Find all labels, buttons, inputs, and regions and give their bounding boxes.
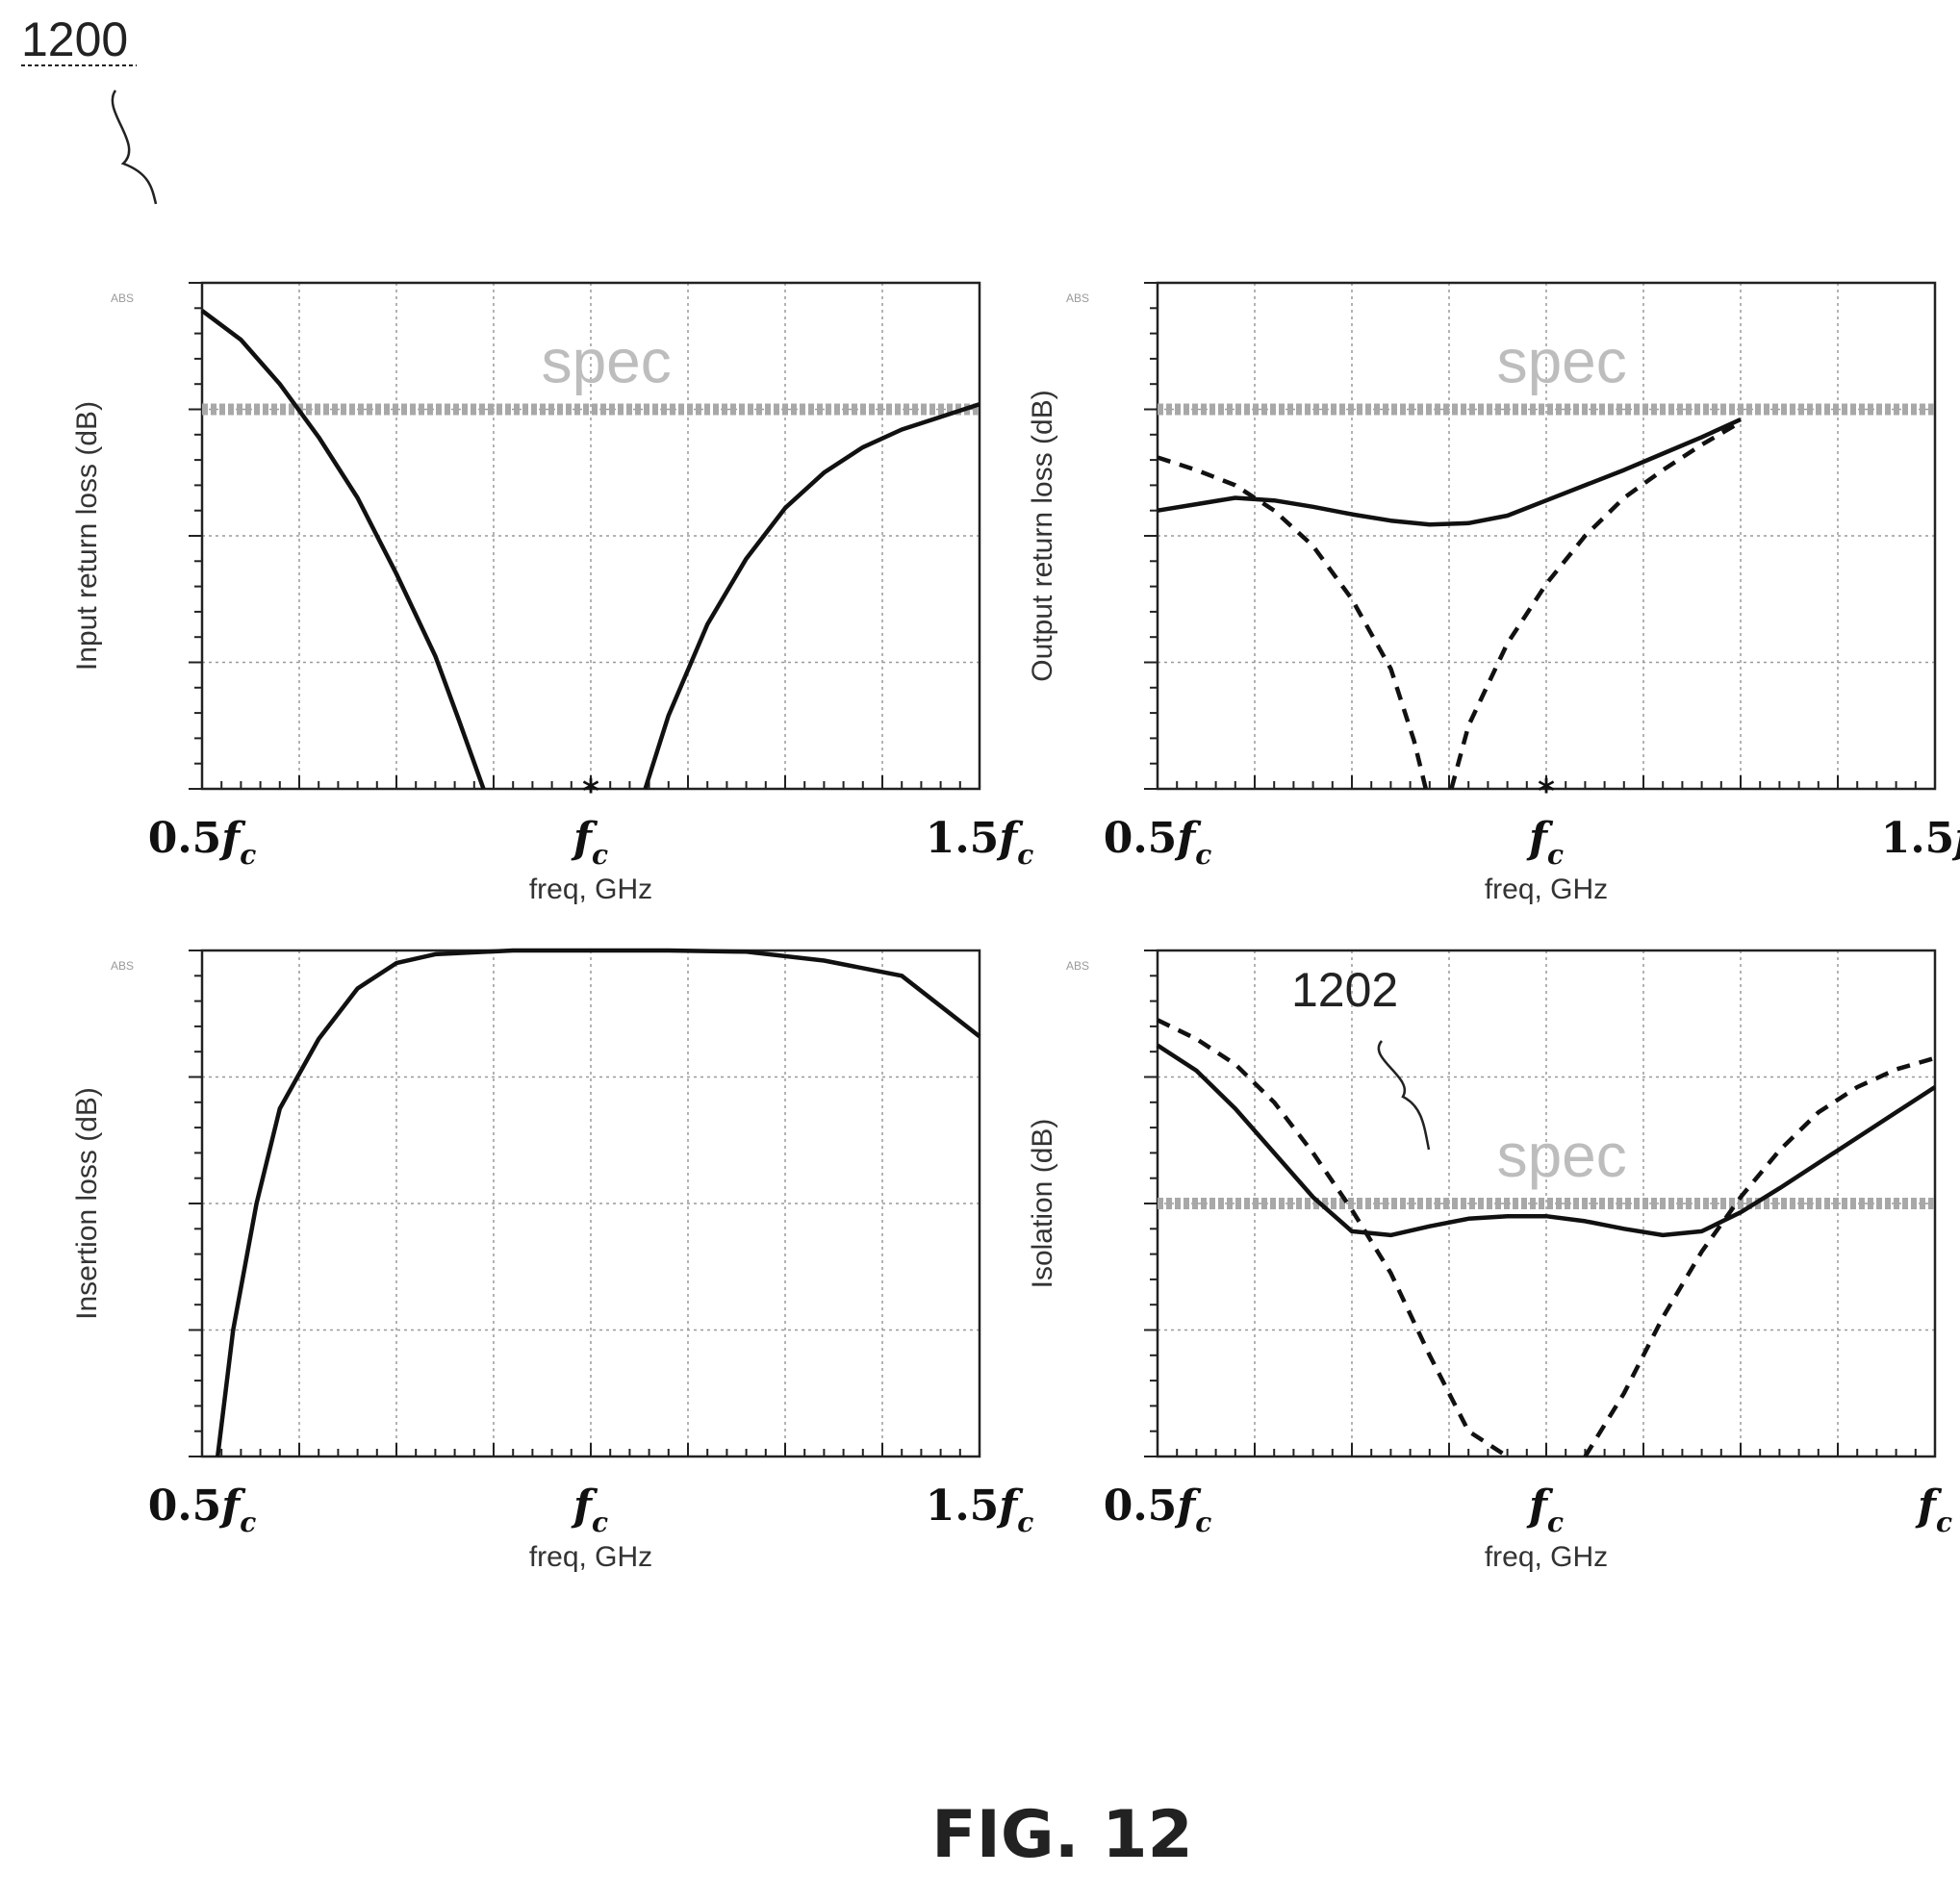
center-frequency-marker: * xyxy=(582,773,599,811)
y-axis-label: Isolation (dB) xyxy=(1027,1119,1058,1289)
series-solid-line xyxy=(643,402,980,790)
center-frequency-marker: * xyxy=(1538,773,1555,811)
figure-caption: FIG. 12 xyxy=(931,1797,1193,1873)
series-solid-line xyxy=(1157,417,1742,527)
y-axis-label: Input return loss (dB) xyxy=(71,401,103,671)
y-top-tick-label: ABS xyxy=(111,959,134,973)
x-tick-label: 0.5fc xyxy=(148,1482,257,1538)
y-axis-label: Output return loss (dB) xyxy=(1027,390,1058,681)
series-dashed-line xyxy=(1583,1055,1936,1458)
x-tick-label: fc xyxy=(571,1482,608,1538)
y-top-tick-label: ABS xyxy=(1066,959,1089,973)
series-dashed-line xyxy=(1157,455,1428,790)
y-top-tick-label: ABS xyxy=(1066,291,1089,305)
x-axis-label: freq, GHz xyxy=(1485,874,1608,905)
series-dashed-line xyxy=(1157,1018,1509,1458)
callout-1202-label: 1202 xyxy=(1291,963,1398,1017)
x-tick-label: 0.5fc xyxy=(1104,1482,1212,1538)
x-tick-label: fc xyxy=(1526,814,1564,871)
x-tick-label: 1.5fc xyxy=(1881,814,1960,871)
series-solid-line xyxy=(215,948,981,1457)
callout-1202-leader xyxy=(1377,1040,1431,1151)
y-axis-label: Insertion loss (dB) xyxy=(71,1087,103,1320)
x-axis-label: freq, GHz xyxy=(529,1541,652,1573)
series-solid-line xyxy=(1156,1043,1937,1238)
chart-3: ABS Insertion loss (dB) 0.5fc fc 1.5fc freq, … xyxy=(71,948,1034,1573)
x-tick-label: fc xyxy=(1915,1482,1952,1538)
chart-grid: spec * ABS Input return loss (dB) 0.5fc fc 1.5… xyxy=(71,281,1960,1573)
x-tick-label: 0.5fc xyxy=(148,814,257,871)
figure-reference-number: 1200 xyxy=(21,13,128,66)
series-dashed-line xyxy=(1449,419,1743,790)
x-tick-label: 1.5fc xyxy=(926,1482,1034,1538)
x-tick-label: fc xyxy=(1526,1482,1564,1538)
y-top-tick-label: ABS xyxy=(111,291,134,305)
x-axis-label: freq, GHz xyxy=(529,874,652,905)
x-tick-label: 1.5fc xyxy=(926,814,1034,871)
spec-label: spec xyxy=(1497,1121,1627,1190)
chart-2: spec * ABS Output return loss (dB) 0.5fc fc 1.… xyxy=(1027,281,1960,905)
figure-reference-leader xyxy=(111,89,158,205)
x-tick-label: 0.5fc xyxy=(1104,814,1212,871)
chart-1: spec * ABS Input return loss (dB) 0.5fc fc 1.5… xyxy=(71,281,1034,905)
x-axis-label: freq, GHz xyxy=(1485,1541,1608,1573)
spec-label: spec xyxy=(1497,327,1627,396)
x-tick-label: fc xyxy=(571,814,608,871)
series-solid-line xyxy=(200,309,486,790)
spec-label: spec xyxy=(542,327,672,396)
